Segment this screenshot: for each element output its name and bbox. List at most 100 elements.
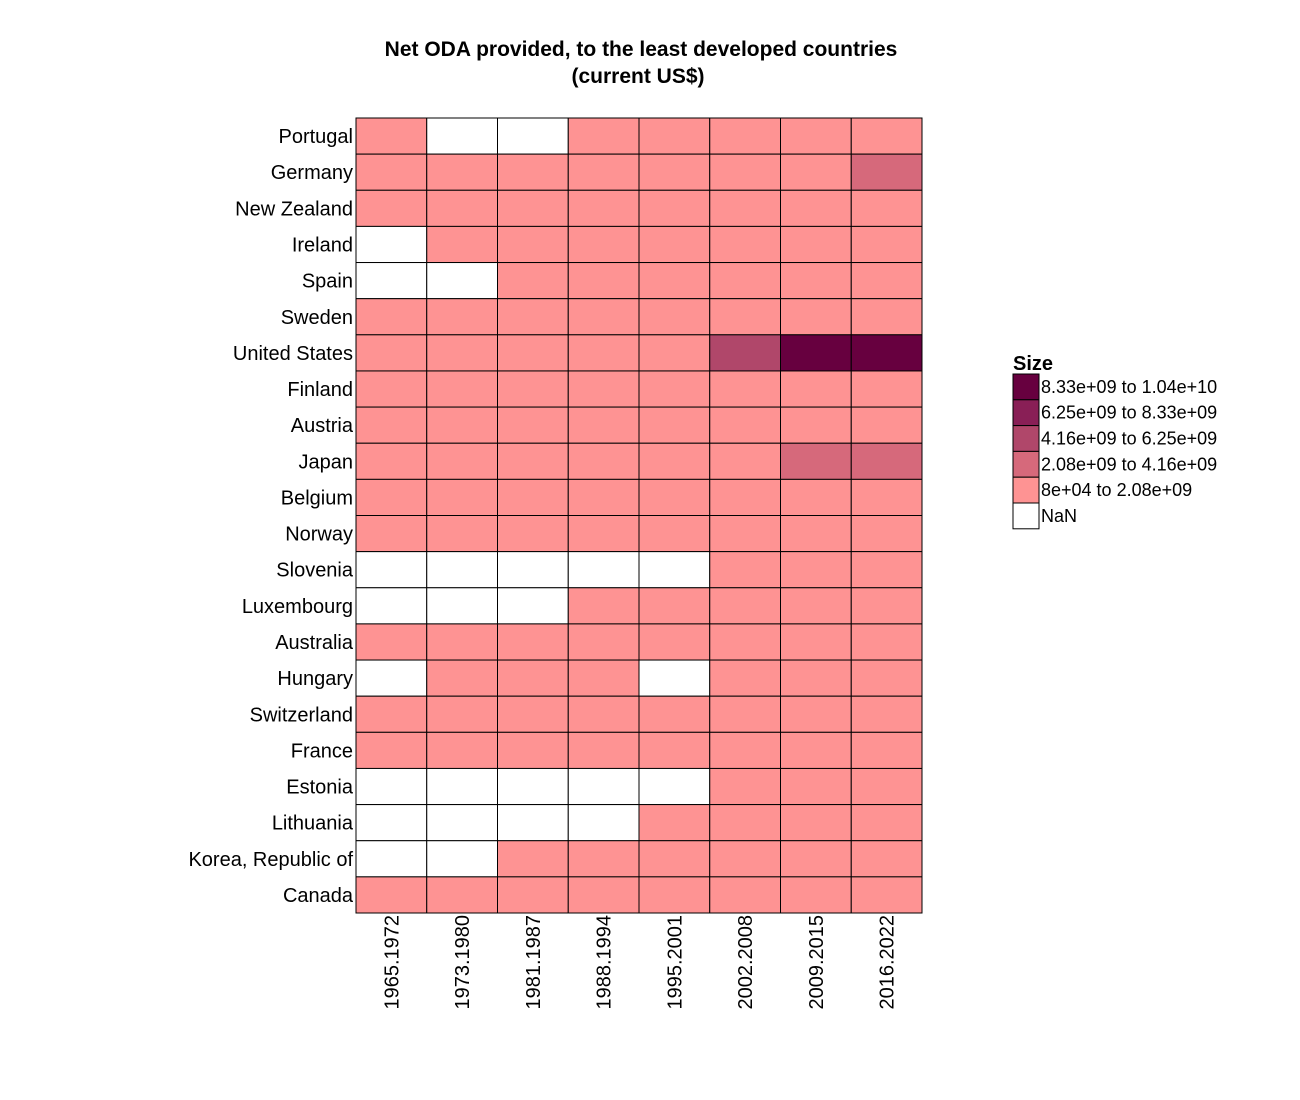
row-label-new-zealand: New Zealand bbox=[235, 198, 353, 220]
heatmap-cell-estonia-1995-2001 bbox=[638, 767, 711, 806]
heatmap-cell-japan-2009-2015 bbox=[780, 442, 852, 480]
heatmap-cell-estonia-1965-1972 bbox=[355, 767, 428, 806]
heatmap-cell-japan-1995-2001 bbox=[638, 442, 711, 480]
heatmap-cell-portugal-1988-1994 bbox=[567, 117, 640, 155]
heatmap-cell-new-zealand-2016-2022 bbox=[850, 189, 923, 227]
row-label-portugal: Portugal bbox=[279, 126, 354, 148]
heatmap-cell-portugal-1965-1972 bbox=[355, 117, 428, 155]
heatmap-cell-norway-2016-2022 bbox=[850, 515, 923, 553]
heatmap-cell-france-1988-1994 bbox=[567, 731, 640, 769]
heatmap-cell-norway-2009-2015 bbox=[780, 515, 852, 553]
legend-title: Size bbox=[1013, 353, 1053, 375]
legend-swatch-2 bbox=[1012, 399, 1040, 427]
heatmap-cell-lithuania-2002-2008 bbox=[709, 804, 781, 842]
heatmap-cell-sweden-2016-2022 bbox=[850, 298, 923, 336]
heatmap-cell-switzerland-1965-1972 bbox=[355, 695, 428, 733]
row-label-estonia: Estonia bbox=[286, 777, 354, 799]
row-label-switzerland: Switzerland bbox=[250, 704, 353, 726]
heatmap-cell-portugal-1995-2001 bbox=[638, 117, 711, 155]
heatmap-cell-slovenia-2002-2008 bbox=[709, 551, 781, 589]
heatmap-cell-estonia-1981-1987 bbox=[497, 767, 569, 806]
row-label-austria: Austria bbox=[291, 415, 354, 437]
heatmap-cell-ireland-1965-1972 bbox=[355, 225, 428, 264]
heatmap-cell-estonia-2016-2022 bbox=[850, 767, 923, 806]
heatmap-cell-luxembourg-2016-2022 bbox=[850, 587, 923, 625]
row-label-korea-republic-of: Korea, Republic of bbox=[188, 849, 353, 871]
heatmap-cell-estonia-1988-1994 bbox=[567, 767, 640, 806]
heatmap-cell-australia-2016-2022 bbox=[850, 623, 923, 661]
chart-title-line-2: (current US$) bbox=[571, 65, 704, 88]
heatmap-cell-sweden-1973-1980 bbox=[426, 298, 498, 336]
heatmap-cell-hungary-2009-2015 bbox=[780, 659, 852, 697]
heatmap-cell-lithuania-1981-1987 bbox=[497, 804, 569, 842]
row-label-australia: Australia bbox=[275, 632, 354, 654]
heatmap-cell-norway-1988-1994 bbox=[567, 515, 640, 553]
legend-label-2: 6.25e+09 to 8.33e+09 bbox=[1041, 403, 1217, 423]
row-label-norway: Norway bbox=[285, 524, 353, 546]
heatmap-cell-sweden-1995-2001 bbox=[638, 298, 711, 336]
heatmap-cell-hungary-1973-1980 bbox=[426, 659, 498, 697]
heatmap-cell-hungary-2016-2022 bbox=[850, 659, 923, 697]
heatmap-cell-switzerland-1981-1987 bbox=[497, 695, 569, 733]
heatmap-cell-austria-1988-1994 bbox=[567, 406, 640, 444]
legend-label-4: 2.08e+09 to 4.16e+09 bbox=[1041, 454, 1217, 474]
heatmap-cell-united-states-2002-2008 bbox=[709, 334, 781, 372]
heatmap-cell-slovenia-1988-1994 bbox=[567, 551, 640, 589]
heatmap-cell-belgium-2016-2022 bbox=[850, 478, 923, 517]
row-label-germany: Germany bbox=[271, 162, 353, 184]
heatmap-cell-germany-1965-1972 bbox=[355, 153, 428, 191]
heatmap-cell-canada-2016-2022 bbox=[850, 876, 923, 914]
heatmap-cell-united-states-1988-1994 bbox=[567, 334, 640, 372]
heatmap-cell-korea-republic-of-1965-1972 bbox=[355, 840, 428, 878]
heatmap-cell-norway-2002-2008 bbox=[709, 515, 781, 553]
heatmap-cell-sweden-1981-1987 bbox=[497, 298, 569, 336]
legend-label-5: 8e+04 to 2.08e+09 bbox=[1041, 480, 1192, 500]
heatmap-cell-spain-1995-2001 bbox=[638, 262, 711, 300]
heatmap-cell-finland-2016-2022 bbox=[850, 370, 923, 408]
heatmap-cell-luxembourg-2009-2015 bbox=[780, 587, 852, 625]
heatmap-cell-new-zealand-2002-2008 bbox=[709, 189, 781, 227]
heatmap-cell-finland-1988-1994 bbox=[567, 370, 640, 408]
heatmap-cell-germany-1981-1987 bbox=[497, 153, 569, 191]
heatmap-cell-canada-1988-1994 bbox=[567, 876, 640, 914]
heatmap-cell-lithuania-1965-1972 bbox=[355, 804, 428, 842]
heatmap-cell-luxembourg-1965-1972 bbox=[355, 587, 428, 625]
heatmap-cell-slovenia-1981-1987 bbox=[497, 551, 569, 589]
legend-label-1: 8.33e+09 to 1.04e+10 bbox=[1041, 377, 1217, 397]
heatmap-cells bbox=[355, 117, 923, 914]
heatmap-cell-austria-1981-1987 bbox=[497, 406, 569, 444]
heatmap-cell-slovenia-2009-2015 bbox=[780, 551, 852, 589]
column-label-1988-1994: 1988.1994 bbox=[594, 915, 616, 1010]
heatmap-cell-norway-1965-1972 bbox=[355, 515, 428, 553]
heatmap-cell-france-1981-1987 bbox=[497, 731, 569, 769]
heatmap-cell-japan-1965-1972 bbox=[355, 442, 428, 480]
heatmap-cell-germany-1995-2001 bbox=[638, 153, 711, 191]
heatmap-cell-hungary-1981-1987 bbox=[497, 659, 569, 697]
heatmap-cell-ireland-1981-1987 bbox=[497, 225, 569, 264]
legend-label-3: 4.16e+09 to 6.25e+09 bbox=[1041, 429, 1217, 449]
heatmap-cell-switzerland-2002-2008 bbox=[709, 695, 781, 733]
row-label-japan: Japan bbox=[299, 451, 354, 473]
row-label-belgium: Belgium bbox=[281, 487, 353, 509]
row-labels: Portugal Germany New Zealand Ireland Spain Sw… bbox=[188, 126, 353, 907]
row-label-slovenia: Slovenia bbox=[276, 560, 354, 582]
heatmap-cell-spain-2002-2008 bbox=[709, 262, 781, 300]
heatmap-cell-finland-1981-1987 bbox=[497, 370, 569, 408]
row-label-canada: Canada bbox=[283, 885, 354, 907]
heatmap-cell-sweden-2009-2015 bbox=[780, 298, 852, 336]
heatmap-cell-luxembourg-2002-2008 bbox=[709, 587, 781, 625]
column-label-1973-1980: 1973.1980 bbox=[452, 915, 474, 1010]
heatmap-cell-ireland-2016-2022 bbox=[850, 225, 923, 264]
heatmap-cell-switzerland-2016-2022 bbox=[850, 695, 923, 733]
heatmap-cell-belgium-1995-2001 bbox=[638, 478, 711, 517]
row-label-sweden: Sweden bbox=[281, 307, 353, 329]
heatmap-cell-ireland-1973-1980 bbox=[426, 225, 498, 264]
heatmap-cell-new-zealand-1965-1972 bbox=[355, 189, 428, 227]
heatmap-cell-korea-republic-of-1981-1987 bbox=[497, 840, 569, 878]
legend: Size 8.33e+09 to 1.04e+10 6.25e+09 to 8.3… bbox=[1012, 353, 1217, 530]
column-labels: 1965.1972 1973.1980 1981.1987 1988.1994 1995… bbox=[381, 915, 898, 1010]
heatmap-cell-belgium-1988-1994 bbox=[567, 478, 640, 517]
heatmap-cell-australia-1995-2001 bbox=[638, 623, 711, 661]
heatmap-cell-korea-republic-of-2016-2022 bbox=[850, 840, 923, 878]
heatmap-cell-canada-1965-1972 bbox=[355, 876, 428, 914]
